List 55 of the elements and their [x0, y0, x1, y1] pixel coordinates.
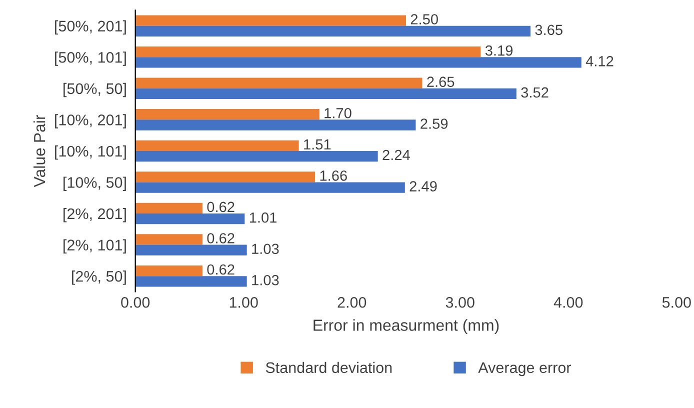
- y-tick-label: [2%, 201]: [64, 208, 126, 222]
- x-tick-label: 4.00: [554, 296, 583, 308]
- x-tick-label: 0.00: [121, 296, 150, 308]
- data-label: 1.01: [250, 212, 277, 223]
- bar: [135, 140, 299, 151]
- bar: [135, 120, 416, 130]
- y-tick-label: [10%, 50]: [64, 176, 126, 191]
- data-label: 0.62: [207, 264, 234, 275]
- bar: [135, 172, 316, 182]
- data-label: 1.03: [252, 274, 279, 286]
- bar: [135, 46, 481, 58]
- data-label: 2.59: [420, 118, 448, 129]
- legend-label: Average error: [478, 362, 572, 376]
- bar: [135, 57, 582, 68]
- data-label: 1.66: [320, 170, 347, 181]
- x-tick-label: 1.00: [230, 296, 258, 308]
- data-label: 3.52: [521, 87, 548, 98]
- y-tick-label: [50%, 50]: [64, 82, 126, 98]
- data-label: 2.49: [410, 181, 437, 192]
- bar: [135, 276, 247, 287]
- x-axis-title: Error in measurment (mm): [314, 319, 499, 334]
- data-label: 3.19: [485, 45, 513, 56]
- data-label: 1.70: [324, 108, 352, 118]
- bar: [135, 182, 405, 193]
- y-tick-label: [2%, 50]: [72, 270, 126, 285]
- bar: [135, 88, 516, 100]
- x-tick-label: 5.00: [662, 296, 691, 308]
- data-label: 1.03: [252, 244, 279, 254]
- bar: [135, 214, 245, 224]
- bar: [135, 202, 202, 214]
- y-axis-title: Value Pair: [34, 114, 46, 188]
- bar: [135, 150, 378, 162]
- y-tick-label: [50%, 101]: [55, 52, 126, 66]
- data-label: 3.65: [535, 24, 562, 36]
- bar: [135, 78, 422, 88]
- y-tick-label: [10%, 101]: [55, 145, 126, 160]
- bar: [135, 26, 530, 36]
- bar: [135, 265, 202, 276]
- y-tick-label: [2%, 101]: [64, 239, 126, 254]
- data-label: 1.51: [304, 139, 331, 150]
- data-label: 2.24: [382, 150, 410, 160]
- bar: [135, 15, 406, 26]
- data-label: 2.65: [427, 76, 454, 87]
- x-tick-label: 2.00: [338, 296, 366, 308]
- x-tick-label: 3.00: [446, 296, 474, 308]
- legend-label: Standard deviation: [266, 362, 392, 374]
- data-label: 4.12: [586, 56, 614, 66]
- bar: [135, 234, 202, 245]
- data-label: 2.50: [410, 14, 438, 24]
- data-label: 0.62: [207, 202, 234, 212]
- y-tick-label: [50%, 201]: [55, 20, 126, 35]
- y-tick-label: [10%, 201]: [55, 114, 126, 128]
- bar: [135, 109, 320, 120]
- bar: [135, 244, 247, 256]
- data-label: 0.62: [207, 233, 234, 244]
